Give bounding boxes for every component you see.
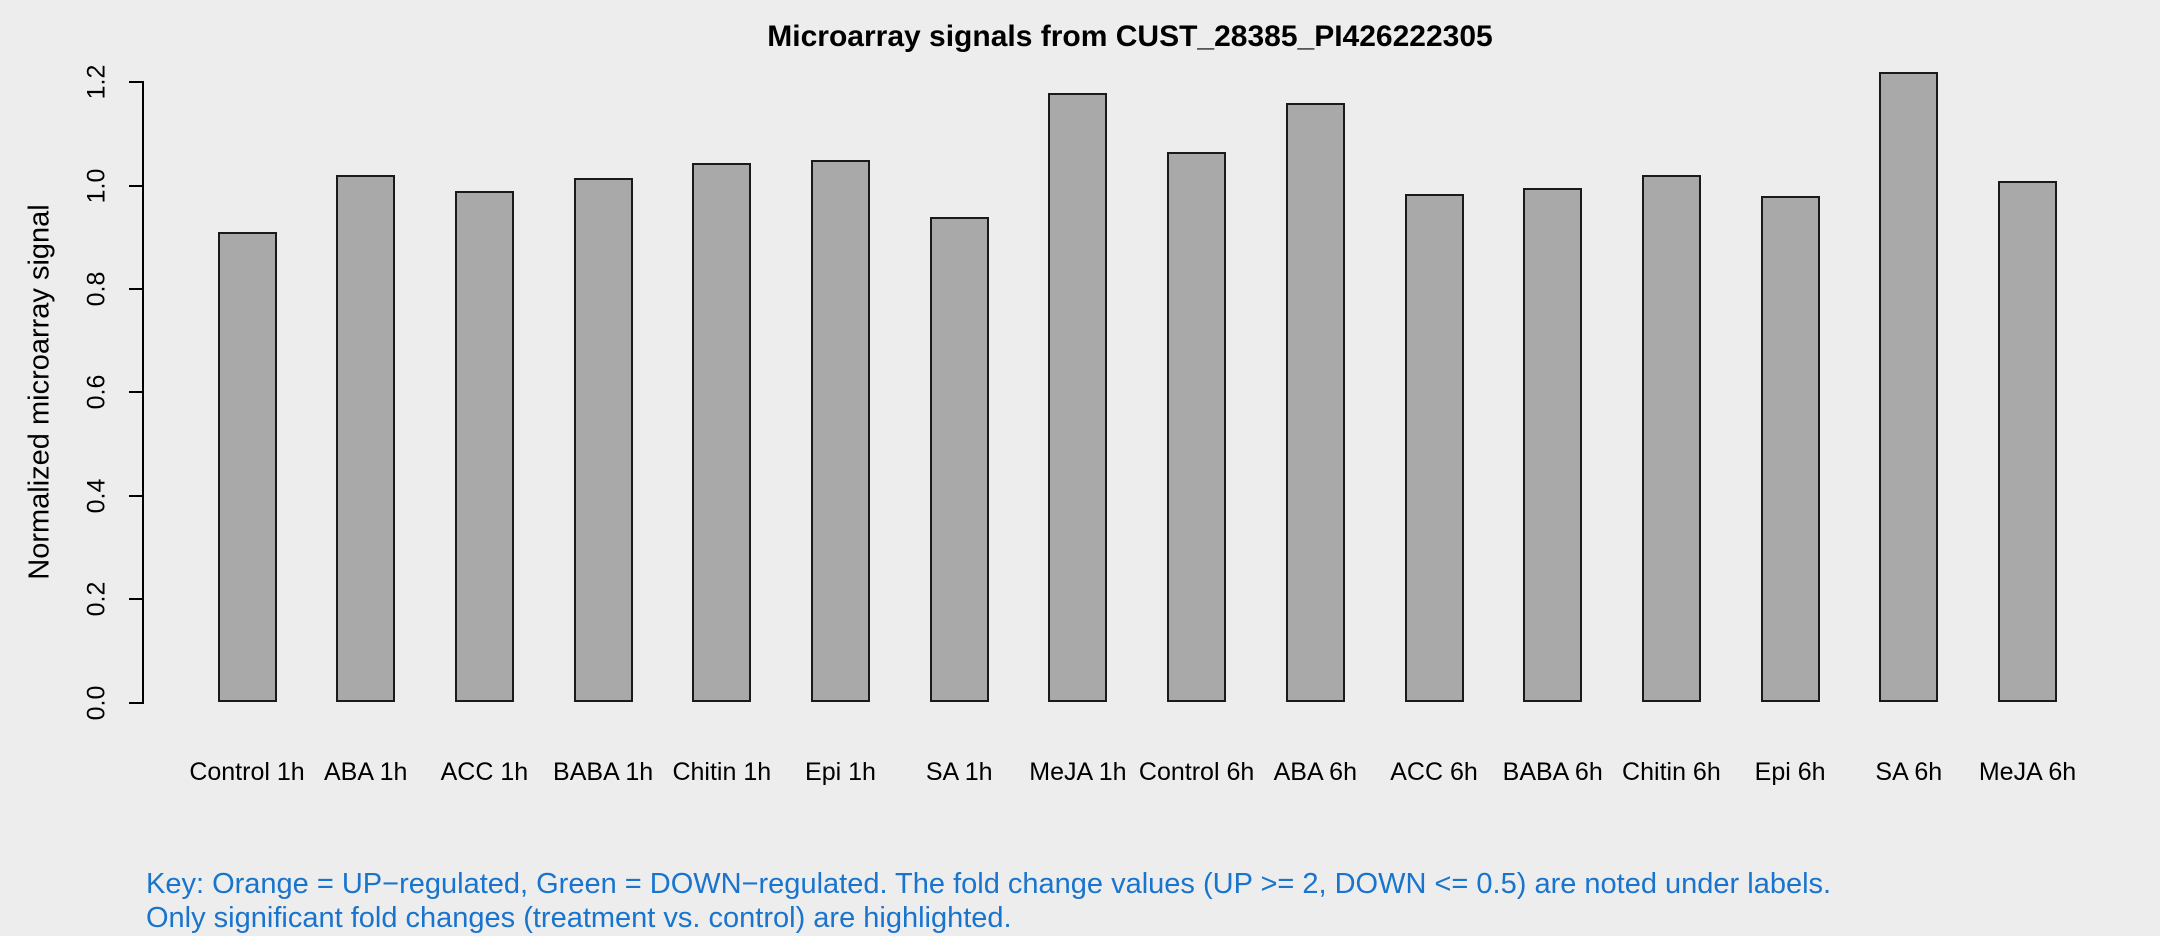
- x-label-chitin-6h: Chitin 6h: [1622, 758, 1721, 786]
- x-label-control-1h: Control 1h: [189, 758, 305, 786]
- bar-epi-1h: [811, 159, 870, 703]
- x-label-meja-6h: MeJA 6h: [1978, 758, 2077, 786]
- x-label-aba-6h: ABA 6h: [1273, 758, 1357, 786]
- bar-epi-6h: [1760, 196, 1820, 703]
- y-tick-label: 0.2: [82, 581, 111, 617]
- y-axis-title: Normalized microarray signal: [23, 204, 56, 580]
- y-tick: [129, 391, 144, 394]
- bar-control-1h: [217, 232, 277, 703]
- y-tick-label: 0.4: [82, 478, 111, 514]
- y-tick-label: 1.0: [82, 168, 111, 204]
- bar-sa-1h: [929, 216, 989, 703]
- x-label-baba-1h: BABA 1h: [553, 758, 654, 786]
- x-label-acc-1h: ACC 1h: [440, 758, 529, 786]
- x-label-epi-1h: Epi 1h: [805, 758, 876, 786]
- bar-meja-6h: [1998, 180, 2057, 703]
- x-label-baba-6h: BABA 6h: [1502, 758, 1603, 786]
- y-tick: [129, 288, 144, 291]
- key-footnote: Key: Orange = UP−regulated, Green = DOWN…: [146, 867, 1831, 935]
- bar-control-6h: [1167, 152, 1227, 703]
- y-tick: [129, 494, 144, 497]
- x-label-acc-6h: ACC 6h: [1390, 758, 1478, 786]
- bar-sa-6h: [1879, 72, 1939, 703]
- y-tick-label: 0.8: [82, 271, 111, 307]
- key-footnote-line2: Only significant fold changes (treatment…: [146, 902, 1012, 934]
- x-label-sa-1h: SA 1h: [925, 758, 993, 786]
- bar-baba-6h: [1523, 188, 1583, 703]
- x-label-chitin-1h: Chitin 1h: [672, 758, 772, 786]
- x-label-epi-6h: Epi 6h: [1754, 758, 1826, 786]
- bar-chitin-6h: [1641, 175, 1701, 703]
- bar-aba-1h: [336, 175, 396, 703]
- y-tick: [129, 598, 144, 601]
- y-tick: [129, 701, 144, 704]
- y-tick-label: 0.6: [82, 375, 111, 410]
- x-label-control-6h: Control 6h: [1138, 758, 1255, 786]
- y-tick-label: 1.2: [82, 65, 111, 100]
- bar-acc-1h: [454, 190, 514, 703]
- bar-acc-6h: [1404, 193, 1464, 703]
- y-tick: [129, 81, 144, 84]
- bar-aba-6h: [1285, 103, 1345, 703]
- x-label-aba-1h: ABA 1h: [323, 758, 408, 786]
- y-tick: [129, 184, 144, 187]
- y-tick-label: 0.0: [82, 685, 111, 720]
- x-label-meja-1h: MeJA 1h: [1029, 758, 1127, 786]
- x-label-sa-6h: SA 6h: [1875, 758, 1943, 786]
- bar-chitin-1h: [692, 162, 752, 703]
- key-footnote-line1: Key: Orange = UP−regulated, Green = DOWN…: [146, 868, 1832, 900]
- chart-title: Microarray signals from CUST_28385_PI426…: [767, 20, 1493, 53]
- bar-meja-1h: [1048, 92, 1108, 703]
- bar-baba-1h: [573, 178, 633, 703]
